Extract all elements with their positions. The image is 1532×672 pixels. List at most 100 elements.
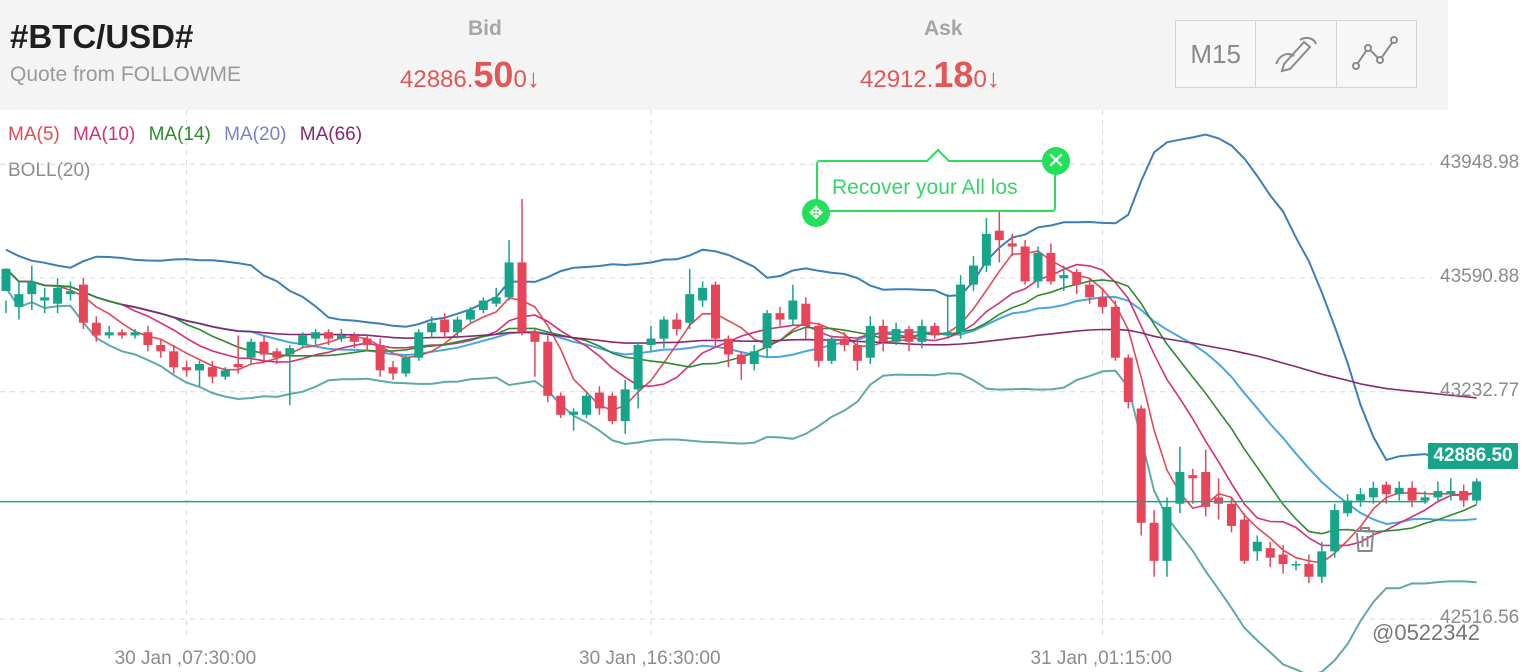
candle-body [465,310,475,320]
candle-body [685,294,695,323]
candle-body [865,325,875,358]
pen-icon [1275,36,1317,73]
header-margin [1448,0,1532,110]
watermark: @0522342 [1372,620,1480,645]
candle-body [182,367,192,371]
y-tick-label: 43590.88 [1440,266,1520,287]
ma5-legend[interactable]: MA(5) [8,124,60,145]
candle-body [530,332,540,342]
candle-body [156,344,166,352]
candle-body [1446,491,1456,495]
candle-body [814,325,824,361]
annotation-box[interactable]: Recover your All los [816,148,1056,212]
candle-body [207,367,217,377]
candle-body [1433,491,1443,498]
boll-legend[interactable]: BOLL(20) [8,160,91,181]
x-tick-label: 31 Jan ,01:15:00 [1030,648,1173,669]
ask-price-pips: 18 [933,54,974,95]
candle-body [14,294,24,307]
candle-body [311,332,321,339]
candle-body [543,341,553,396]
candle-body [491,297,501,304]
candle-body [375,344,385,371]
candle-body [556,395,566,415]
candle-body [272,351,282,358]
trendline-icon [1352,36,1399,70]
candle-body [969,265,978,285]
candle-body [1291,564,1301,566]
candle-body [453,319,462,333]
annotation-close-icon[interactable]: ✕ [1042,147,1070,175]
candle-body [1123,357,1133,403]
candle-body [943,332,953,336]
annotation-move-icon[interactable]: ✥ [802,199,830,227]
symbol-title: #BTC/USD# [10,18,194,55]
candle-body [1278,554,1288,565]
candle-body [1110,306,1120,358]
candle-body [478,300,488,311]
candle-body [788,300,798,320]
candle-body [569,411,579,415]
candle-body [233,364,243,368]
candle-body [1214,497,1224,504]
ma14-legend[interactable]: MA(14) [148,124,211,145]
candle-body [1381,484,1391,495]
candle-body [917,325,927,342]
candle-body [904,329,914,342]
candle-body [736,354,746,365]
candle-body [91,322,101,336]
candle-body [1356,494,1365,501]
candle-body [1343,500,1353,514]
ma10-legend[interactable]: MA(10) [73,124,136,145]
timeframe-button[interactable]: M15 [1176,21,1257,87]
candle-body [1033,252,1043,282]
quote-header: #BTC/USD# Quote from FOLLOWME Bid 42886.… [0,0,1532,110]
candle-body [1459,491,1469,501]
candle-body [53,287,63,304]
boll-lower-band [5,287,1477,672]
candle-body [1162,506,1172,561]
ma66-legend[interactable]: MA(66) [299,124,363,145]
candle-body [775,313,785,320]
candle-body [504,262,514,298]
candle-body [1046,252,1056,282]
candle-body [1085,284,1095,298]
candle-body [259,341,269,355]
candle-body [1227,503,1236,526]
y-tick-label: 43948.98 [1440,152,1520,174]
annotation-text[interactable]: Recover your All los [832,176,1018,199]
candle-body [1317,551,1327,577]
ask-down-arrow-icon: ↓ [986,63,1000,93]
ask-price-fraction: 0 [973,66,987,93]
candle-body [27,281,37,295]
candle-body [78,284,88,323]
candle-body [220,370,230,377]
candle-body [672,319,682,330]
candle-body [285,348,295,355]
candle-body [1239,519,1249,561]
candle-body [994,230,1004,241]
delete-trash-icon[interactable] [1352,526,1378,554]
candle-body [117,332,127,336]
draw-tool-button[interactable] [1256,21,1337,87]
candlestick-chart[interactable] [0,110,1532,672]
candle-body [298,335,308,345]
ma20-legend[interactable]: MA(20) [224,124,287,145]
ask-price-main: 42912. [860,66,934,93]
candle-body [1098,297,1107,307]
candle-body [195,364,204,371]
ma14-line [5,268,1477,535]
candle-body [1,268,11,291]
candle-body [930,325,940,336]
candle-body [414,332,424,358]
quote-source: Quote from FOLLOWME [10,63,242,86]
candle-body [1407,487,1417,501]
bid-label: Bid [468,17,502,40]
candle-body [143,332,153,345]
candle-body [1020,246,1030,282]
trendline-tool-button[interactable] [1337,21,1416,87]
candle-body [1330,510,1340,552]
candle-body [607,395,617,422]
candle-body [891,329,901,342]
candle-body [1072,271,1082,285]
